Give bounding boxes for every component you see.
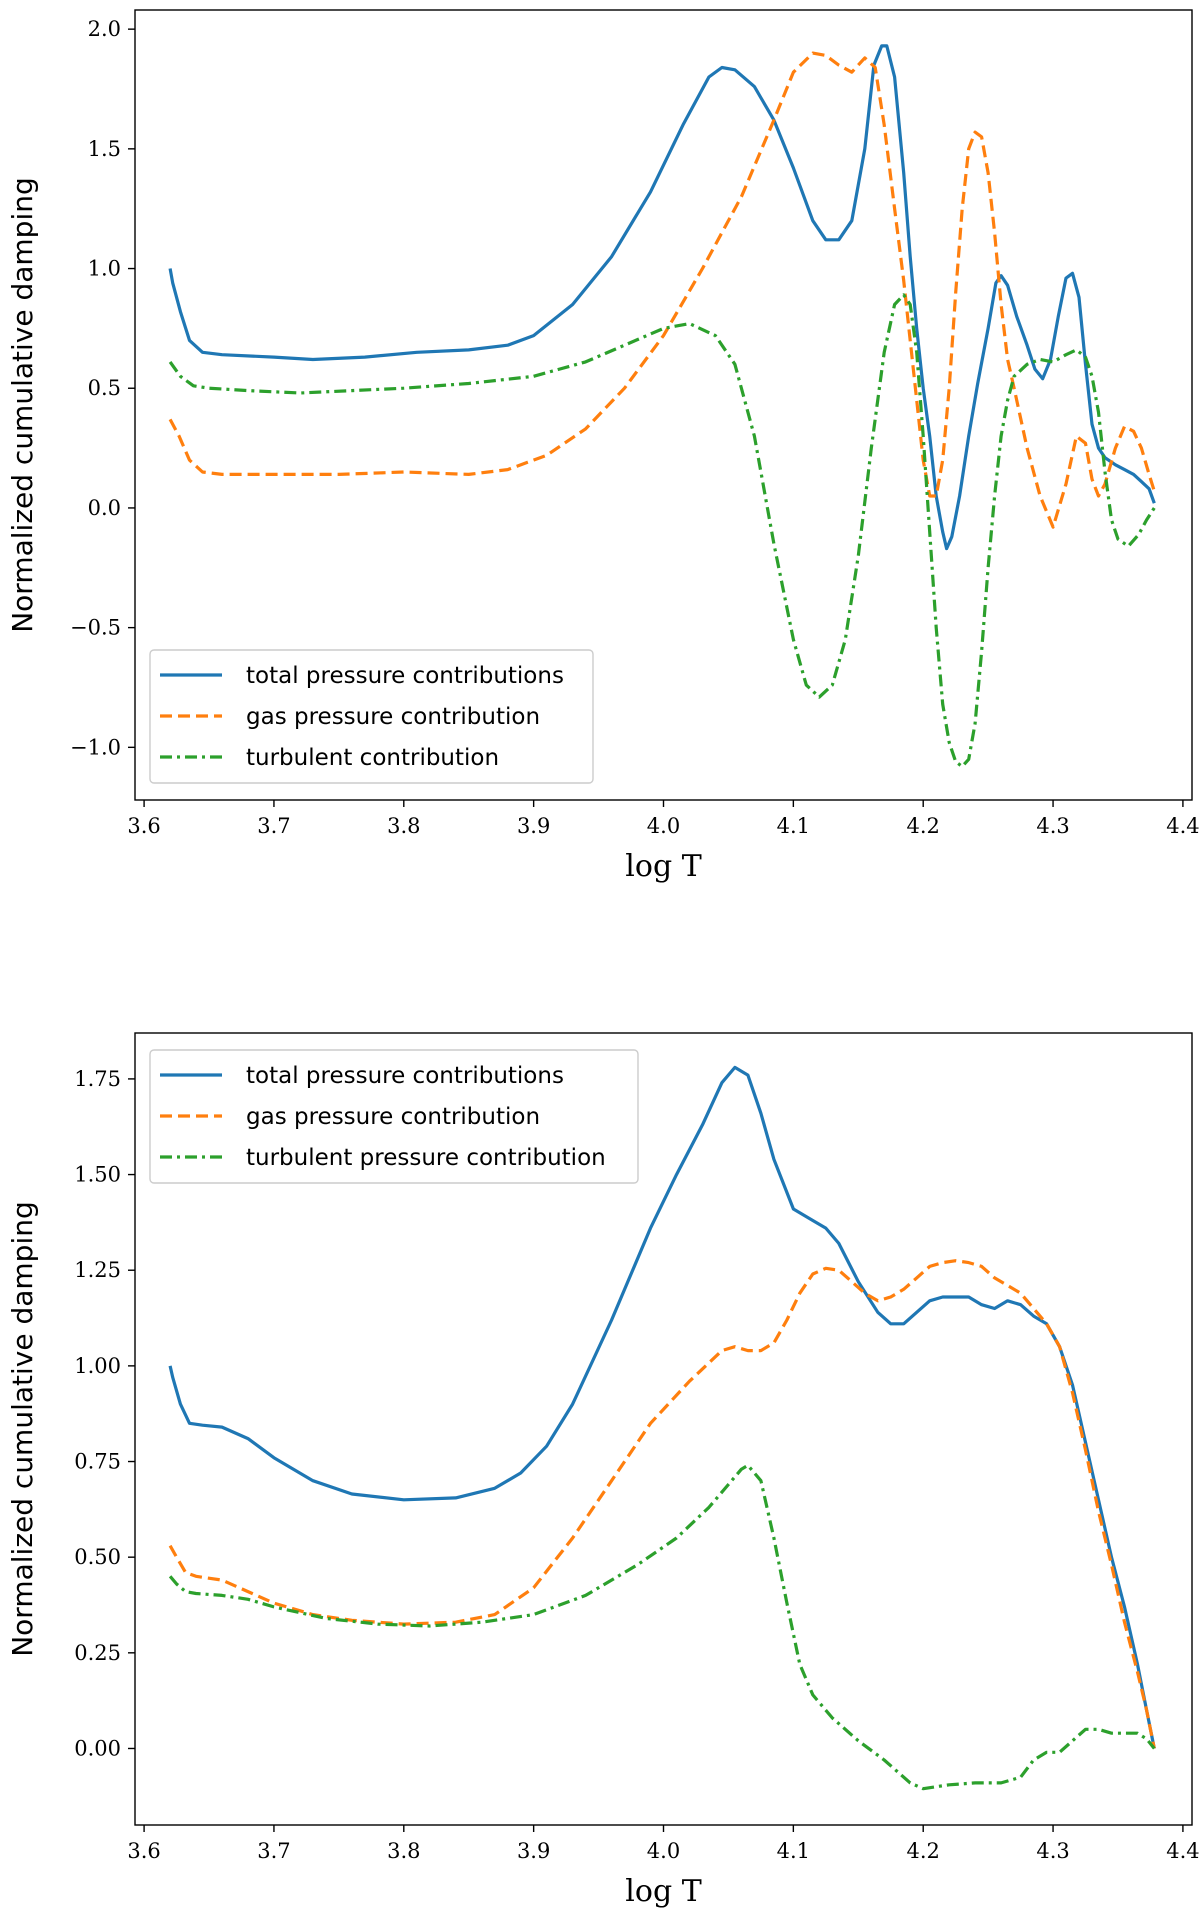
- y-tick-label: −0.5: [70, 616, 121, 640]
- y-tick-label: 0.0: [88, 496, 121, 520]
- legend-entry-label: gas pressure contribution: [246, 1104, 540, 1130]
- legend-entry-label: gas pressure contribution: [246, 704, 540, 730]
- y-tick-label: 1.5: [88, 137, 121, 161]
- y-tick-label: −1.0: [70, 735, 121, 759]
- series-line-turbulent-pressure-contribution: [168, 1463, 1156, 1791]
- y-tick-label: 1.25: [74, 1258, 121, 1282]
- legend-entry-label: total pressure contributions: [246, 1063, 564, 1089]
- series-line-gas-pressure-contribution: [168, 1259, 1156, 1749]
- y-axis-label: Normalized cumulative damping: [6, 1201, 39, 1657]
- x-tick-label: 3.6: [127, 1839, 160, 1863]
- series-line-total-pressure-contributions: [168, 44, 1156, 551]
- x-tick-label: 3.9: [517, 814, 550, 838]
- series-lines: [168, 44, 1156, 769]
- x-tick-label: 3.9: [517, 1839, 550, 1863]
- y-tick-label: 1.0: [88, 257, 121, 281]
- y-tick-label: 0.25: [74, 1641, 121, 1665]
- legend-entry-label: turbulent contribution: [246, 745, 499, 771]
- x-axis-label: log T: [625, 849, 701, 884]
- y-tick-label: 1.50: [74, 1163, 121, 1187]
- y-tick-label: 2.0: [88, 17, 121, 41]
- series-line-turbulent-contribution: [168, 293, 1156, 769]
- x-tick-label: 4.4: [1166, 1839, 1199, 1863]
- legend-entry-label: turbulent pressure contribution: [246, 1145, 606, 1171]
- x-tick-label: 3.7: [257, 1839, 290, 1863]
- x-tick-label: 4.1: [777, 814, 810, 838]
- x-tick-label: 3.7: [257, 814, 290, 838]
- y-tick-label: 0.50: [74, 1545, 121, 1569]
- x-tick-label: 4.3: [1036, 1839, 1069, 1863]
- x-tick-label: 4.2: [907, 814, 940, 838]
- y-tick-label: 1.00: [74, 1354, 121, 1378]
- x-tick-label: 4.0: [647, 814, 680, 838]
- y-tick-label: 1.75: [74, 1067, 121, 1091]
- x-tick-label: 4.1: [777, 1839, 810, 1863]
- series-lines: [168, 1065, 1156, 1791]
- y-axis-label: Normalized cumulative damping: [6, 177, 39, 633]
- y-tick-label: 0.00: [74, 1736, 121, 1760]
- y-tick-label: 0.75: [74, 1450, 121, 1474]
- x-axis-label: log T: [625, 1874, 701, 1909]
- legend-box: [149, 649, 594, 784]
- x-tick-label: 4.2: [907, 1839, 940, 1863]
- x-tick-label: 3.6: [127, 814, 160, 838]
- x-tick-label: 3.8: [387, 814, 420, 838]
- top-panel: 3.6 3.7 3.8 3.9 4.0 4.1 4.2 4.3 4.4 −1.0 −0.5 0.0 0.…: [6, 9, 1200, 884]
- x-tick-label: 3.8: [387, 1839, 420, 1863]
- legend: total pressure contributions gas pressure…: [149, 649, 594, 784]
- x-tick-label: 4.0: [647, 1839, 680, 1863]
- x-tick-label: 4.4: [1166, 814, 1199, 838]
- legend-box: [149, 1049, 639, 1184]
- legend-entry-label: total pressure contributions: [246, 663, 564, 689]
- y-tick-label: 0.5: [88, 376, 121, 400]
- series-line-gas-pressure-contribution: [168, 51, 1156, 529]
- legend: total pressure contributions gas pressure…: [149, 1049, 639, 1184]
- bottom-panel: 3.6 3.7 3.8 3.9 4.0 4.1 4.2 4.3 4.4 0.00 0.25 0.50 0…: [6, 1032, 1200, 1909]
- x-tick-label: 4.3: [1036, 814, 1069, 838]
